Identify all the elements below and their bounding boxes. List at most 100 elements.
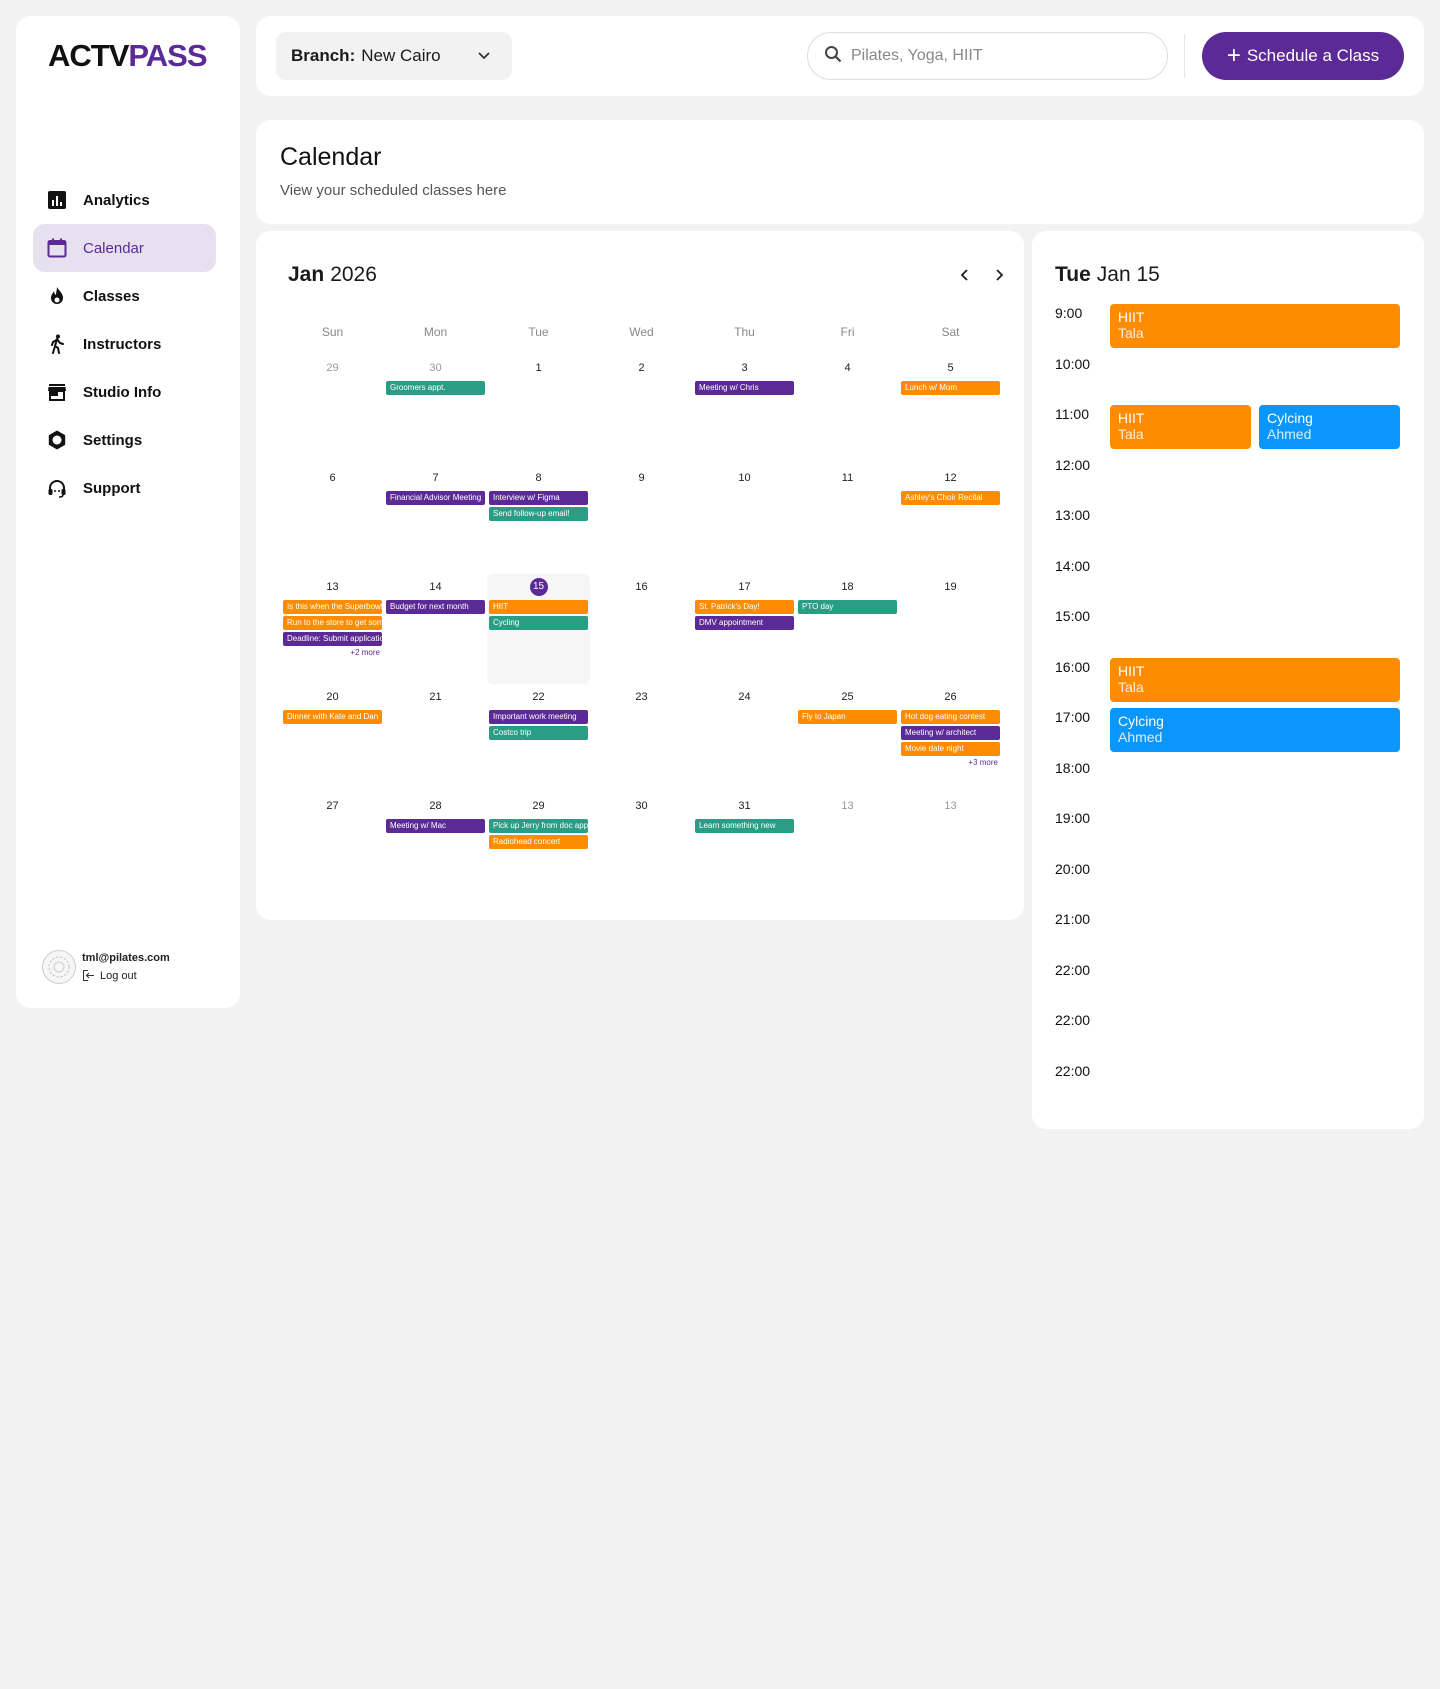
walking-person-icon (46, 333, 68, 355)
search-box (807, 32, 1168, 80)
sidebar-item-instructors[interactable]: Instructors (33, 320, 216, 368)
calendar-event[interactable]: St. Patrick's Day! (695, 600, 794, 614)
day-cell[interactable]: 18 PTO day (796, 574, 899, 684)
calendar-event[interactable]: HIIT (489, 600, 588, 614)
class-event[interactable]: HIIT Tala (1110, 304, 1400, 348)
day-cell[interactable]: 30 (590, 793, 693, 903)
calendar-event[interactable]: Financial Advisor Meeting (386, 490, 485, 505)
day-cell[interactable]: 23 (590, 684, 693, 794)
sidebar-item-label: Settings (83, 431, 143, 449)
calendar-event[interactable]: Interview w/ Figma (489, 490, 588, 505)
day-cell[interactable]: 6 (281, 465, 384, 575)
day-cell[interactable]: 2 (590, 355, 693, 465)
search-input[interactable] (851, 47, 1131, 65)
class-event-title: HIIT (1118, 662, 1145, 679)
sidebar-item-settings[interactable]: Settings (33, 416, 216, 464)
calendar-event[interactable]: Is this when the Superbowl is? (283, 600, 382, 614)
more-events-link[interactable]: +3 more (968, 757, 998, 767)
calendar-event[interactable]: Radiohead concert (489, 835, 588, 849)
day-cell[interactable]: 13 (899, 793, 1002, 903)
calendar-event[interactable]: Meeting w/ Mac (386, 819, 485, 833)
calendar-event[interactable]: Learn something new (695, 819, 794, 833)
day-cell[interactable]: 11 (796, 465, 899, 575)
calendar-event[interactable]: Run to the store to get some snacks (283, 616, 382, 630)
calendar-event[interactable]: Groomers appt. (386, 381, 485, 395)
day-cell[interactable]: 21 (384, 684, 487, 794)
brand-logo-part2: PASS (128, 38, 207, 73)
sidebar-item-label: Calendar (83, 239, 144, 257)
calendar-event[interactable]: Movie date night (901, 741, 1000, 756)
day-cell[interactable]: 29 Pick up Jerry from doc appt Radiohead c… (487, 793, 590, 903)
more-events-link[interactable]: +2 more (350, 648, 380, 657)
class-event[interactable]: Cylcing Ahmed (1259, 405, 1400, 449)
day-cell[interactable]: 16 (590, 574, 693, 684)
day-cell[interactable]: 27 (281, 793, 384, 903)
day-number: 13 (944, 800, 957, 812)
day-cell[interactable]: 26 Hot dog eating contest Meeting w/ archi… (899, 684, 1002, 794)
time-label: 15:00 (1055, 608, 1091, 624)
day-cell[interactable]: 12 Ashley's Choir Recital (899, 465, 1002, 575)
brand-logo-part1: ACTV (48, 38, 129, 73)
calendar-event[interactable]: Important work meeting (489, 709, 588, 724)
class-event[interactable]: Cylcing Ahmed (1110, 708, 1400, 752)
calendar-event[interactable]: Cycling (489, 616, 588, 630)
day-cell-today[interactable]: 15 HIIT Cycling (487, 574, 590, 684)
day-cell[interactable]: 9 (590, 465, 693, 575)
day-number: 13 (326, 581, 339, 593)
sidebar-item-support[interactable]: Support (33, 464, 216, 512)
sidebar-item-calendar[interactable]: Calendar (33, 224, 216, 272)
day-cell[interactable]: 5 Lunch w/ Mom (899, 355, 1002, 465)
calendar-event[interactable]: DMV appointment (695, 616, 794, 630)
day-cell[interactable]: 30 Groomers appt. (384, 355, 487, 465)
calendar-event[interactable]: Fly to Japan (798, 709, 897, 724)
day-cell[interactable]: 20 Dinner with Kate and Dan (281, 684, 384, 794)
calendar-event[interactable]: Meeting w/ architect (901, 725, 1000, 740)
branch-selector[interactable]: Branch: New Cairo (276, 32, 512, 80)
calendar-event[interactable]: Lunch w/ Mom (901, 381, 1000, 395)
day-cell[interactable]: 7 Financial Advisor Meeting (384, 465, 487, 575)
day-cell[interactable]: 10 (693, 465, 796, 575)
calendar-event[interactable]: Hot dog eating contest (901, 709, 1000, 724)
calendar-event[interactable]: Budget for next month (386, 600, 485, 614)
weekday-header: Sun Mon Tue Wed Thu Fri Sat (281, 325, 1001, 339)
day-cell[interactable]: 29 (281, 355, 384, 465)
calendar-event[interactable]: Deadline: Submit application (283, 632, 382, 646)
branch-value: New Cairo (361, 46, 441, 65)
day-cell[interactable]: 13 Is this when the Superbowl is? Run to t… (281, 574, 384, 684)
calendar-event[interactable]: Meeting w/ Chris (695, 381, 794, 395)
sidebar-item-classes[interactable]: Classes (33, 272, 216, 320)
class-event[interactable]: HIIT Tala (1110, 405, 1251, 449)
day-cell[interactable]: 13 (796, 793, 899, 903)
day-number: 8 (535, 471, 542, 484)
class-event[interactable]: HIIT Tala (1110, 657, 1400, 702)
calendar-event[interactable]: Send follow-up email! (489, 506, 588, 521)
day-cell[interactable]: 17 St. Patrick's Day! DMV appointment (693, 574, 796, 684)
day-number: 31 (738, 800, 751, 812)
user-email: tml@pilates.com (82, 952, 170, 964)
day-cell[interactable]: 31 Learn something new (693, 793, 796, 903)
calendar-event[interactable]: PTO day (798, 600, 897, 614)
calendar-event[interactable]: Costco trip (489, 725, 588, 740)
sidebar-item-studio-info[interactable]: Studio Info (33, 368, 216, 416)
calendar-event[interactable]: Pick up Jerry from doc appt (489, 819, 588, 833)
day-cell[interactable]: 14 Budget for next month (384, 574, 487, 684)
day-cell[interactable]: 24 (693, 684, 796, 794)
calendar-event[interactable]: Dinner with Kate and Dan (283, 709, 382, 724)
logout-button[interactable]: Log out (82, 969, 170, 982)
prev-month-button[interactable] (953, 263, 977, 287)
day-cell[interactable]: 19 (899, 574, 1002, 684)
day-cell[interactable]: 1 (487, 355, 590, 465)
next-month-button[interactable] (987, 263, 1011, 287)
avatar[interactable] (42, 950, 76, 984)
brand-logo[interactable]: ACTVPASS (48, 38, 208, 74)
sidebar-item-analytics[interactable]: Analytics (33, 176, 216, 224)
day-cell[interactable]: 4 (796, 355, 899, 465)
day-cell[interactable]: 3 Meeting w/ Chris (693, 355, 796, 465)
day-cell[interactable]: 28 Meeting w/ Mac (384, 793, 487, 903)
day-cell[interactable]: 25 Fly to Japan (796, 684, 899, 794)
calendar-event[interactable]: Ashley's Choir Recital (901, 490, 1000, 505)
sidebar-item-label: Support (83, 479, 141, 497)
day-cell[interactable]: 22 Important work meeting Costco trip (487, 684, 590, 794)
schedule-class-button[interactable]: + Schedule a Class (1202, 32, 1404, 80)
day-cell[interactable]: 8 Interview w/ Figma Send follow-up email! (487, 465, 590, 575)
